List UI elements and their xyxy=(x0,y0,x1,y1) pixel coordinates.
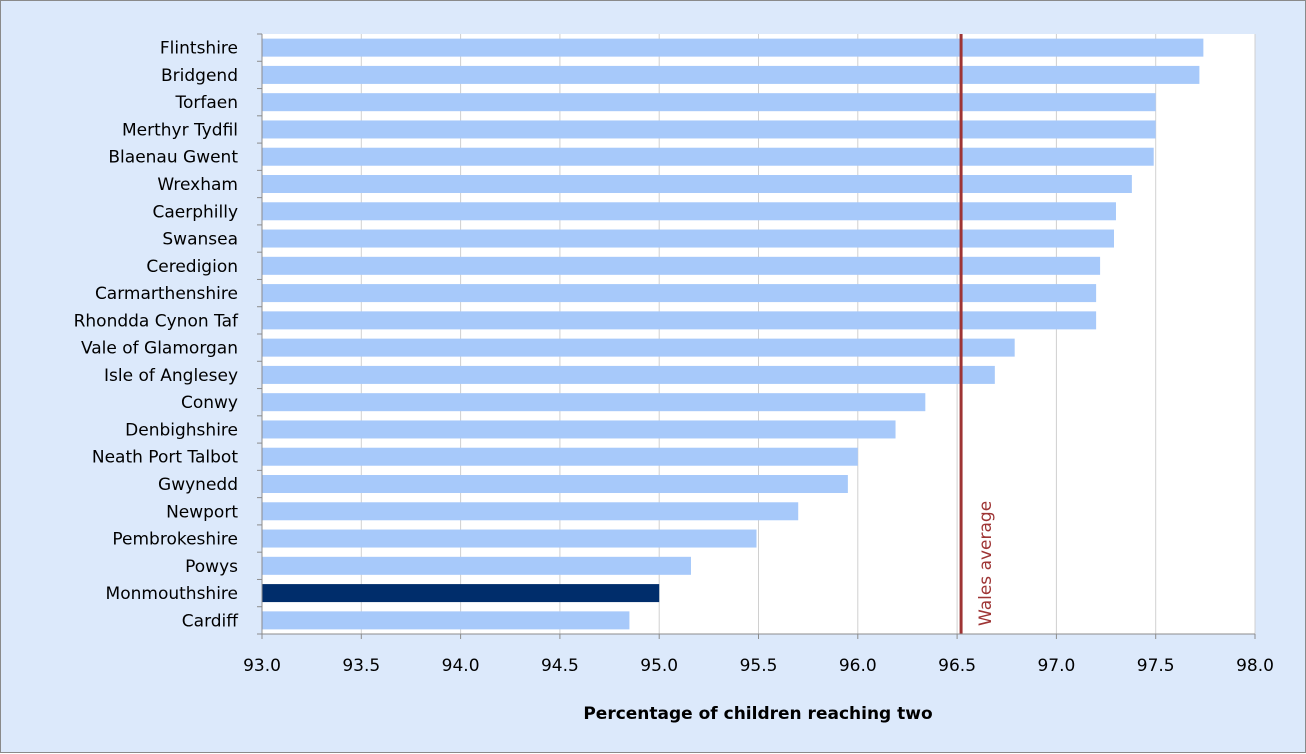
x-tick-label: 98.0 xyxy=(1236,656,1274,676)
x-axis-title: Percentage of children reaching two xyxy=(583,704,932,724)
x-tick-label: 93.0 xyxy=(243,656,281,676)
category-label: Rhondda Cynon Taf xyxy=(74,311,239,331)
category-label: Powys xyxy=(185,557,238,577)
bar xyxy=(262,502,799,521)
category-label: Torfaen xyxy=(174,93,238,113)
category-label: Merthyr Tydfil xyxy=(122,120,238,140)
category-label: Flintshire xyxy=(160,39,238,59)
x-tick-labels: 93.0 93.5 94.0 94.5 95.0 95.5 96.0 96.5 97.0 97.5… xyxy=(243,656,1274,676)
category-label: Cardiff xyxy=(182,611,239,631)
category-label: Swansea xyxy=(162,230,238,250)
bar xyxy=(262,202,1116,221)
x-tick-label: 95.0 xyxy=(640,656,678,676)
bar xyxy=(262,147,1154,166)
category-label: Isle of Anglesey xyxy=(104,366,238,386)
category-label: Vale of Glamorgan xyxy=(81,339,238,359)
bar xyxy=(262,475,848,493)
bar xyxy=(262,556,691,575)
bar xyxy=(262,256,1101,275)
bars xyxy=(262,38,1204,630)
bar xyxy=(262,65,1200,84)
bar xyxy=(262,365,995,384)
category-label: Conwy xyxy=(181,393,238,413)
x-tick-label: 96.0 xyxy=(839,656,877,676)
bar xyxy=(262,229,1114,248)
bar xyxy=(262,529,757,548)
reference-line-group: Wales average xyxy=(959,34,996,634)
category-label: Ceredigion xyxy=(146,257,238,277)
axes xyxy=(257,33,1256,639)
category-label: Gwynedd xyxy=(158,475,238,495)
bar xyxy=(262,611,630,630)
bar xyxy=(262,393,926,412)
category-label: Caerphilly xyxy=(152,202,238,222)
x-tick-label: 95.5 xyxy=(740,656,778,676)
bar xyxy=(262,93,1156,112)
bar xyxy=(262,420,896,439)
bar xyxy=(262,38,1204,57)
bar xyxy=(262,447,858,466)
category-label: Carmarthenshire xyxy=(95,284,238,304)
category-label: Denbighshire xyxy=(125,420,238,440)
category-label: Newport xyxy=(166,502,238,522)
category-label: Wrexham xyxy=(157,175,238,195)
category-label: Bridgend xyxy=(161,66,238,86)
bar xyxy=(262,284,1097,303)
category-label: Pembrokeshire xyxy=(112,530,238,550)
bar xyxy=(262,120,1156,139)
x-tick-label: 97.5 xyxy=(1137,656,1175,676)
bar xyxy=(262,338,1015,357)
x-tick-label: 94.0 xyxy=(442,656,480,676)
bar xyxy=(262,175,1132,193)
category-label: Neath Port Talbot xyxy=(92,448,238,468)
category-label: Blaenau Gwent xyxy=(108,148,238,168)
category-labels: Flintshire Bridgend Torfaen Merthyr Tydfil B… xyxy=(74,39,240,632)
x-tick-label: 97.0 xyxy=(1037,656,1075,676)
x-tick-label: 93.5 xyxy=(342,656,380,676)
x-tick-label: 96.5 xyxy=(938,656,976,676)
bar xyxy=(262,311,1097,330)
x-tick-label: 94.5 xyxy=(541,656,579,676)
category-label: Monmouthshire xyxy=(106,584,238,604)
bar xyxy=(262,584,660,603)
wales-average-label: Wales average xyxy=(976,501,996,626)
